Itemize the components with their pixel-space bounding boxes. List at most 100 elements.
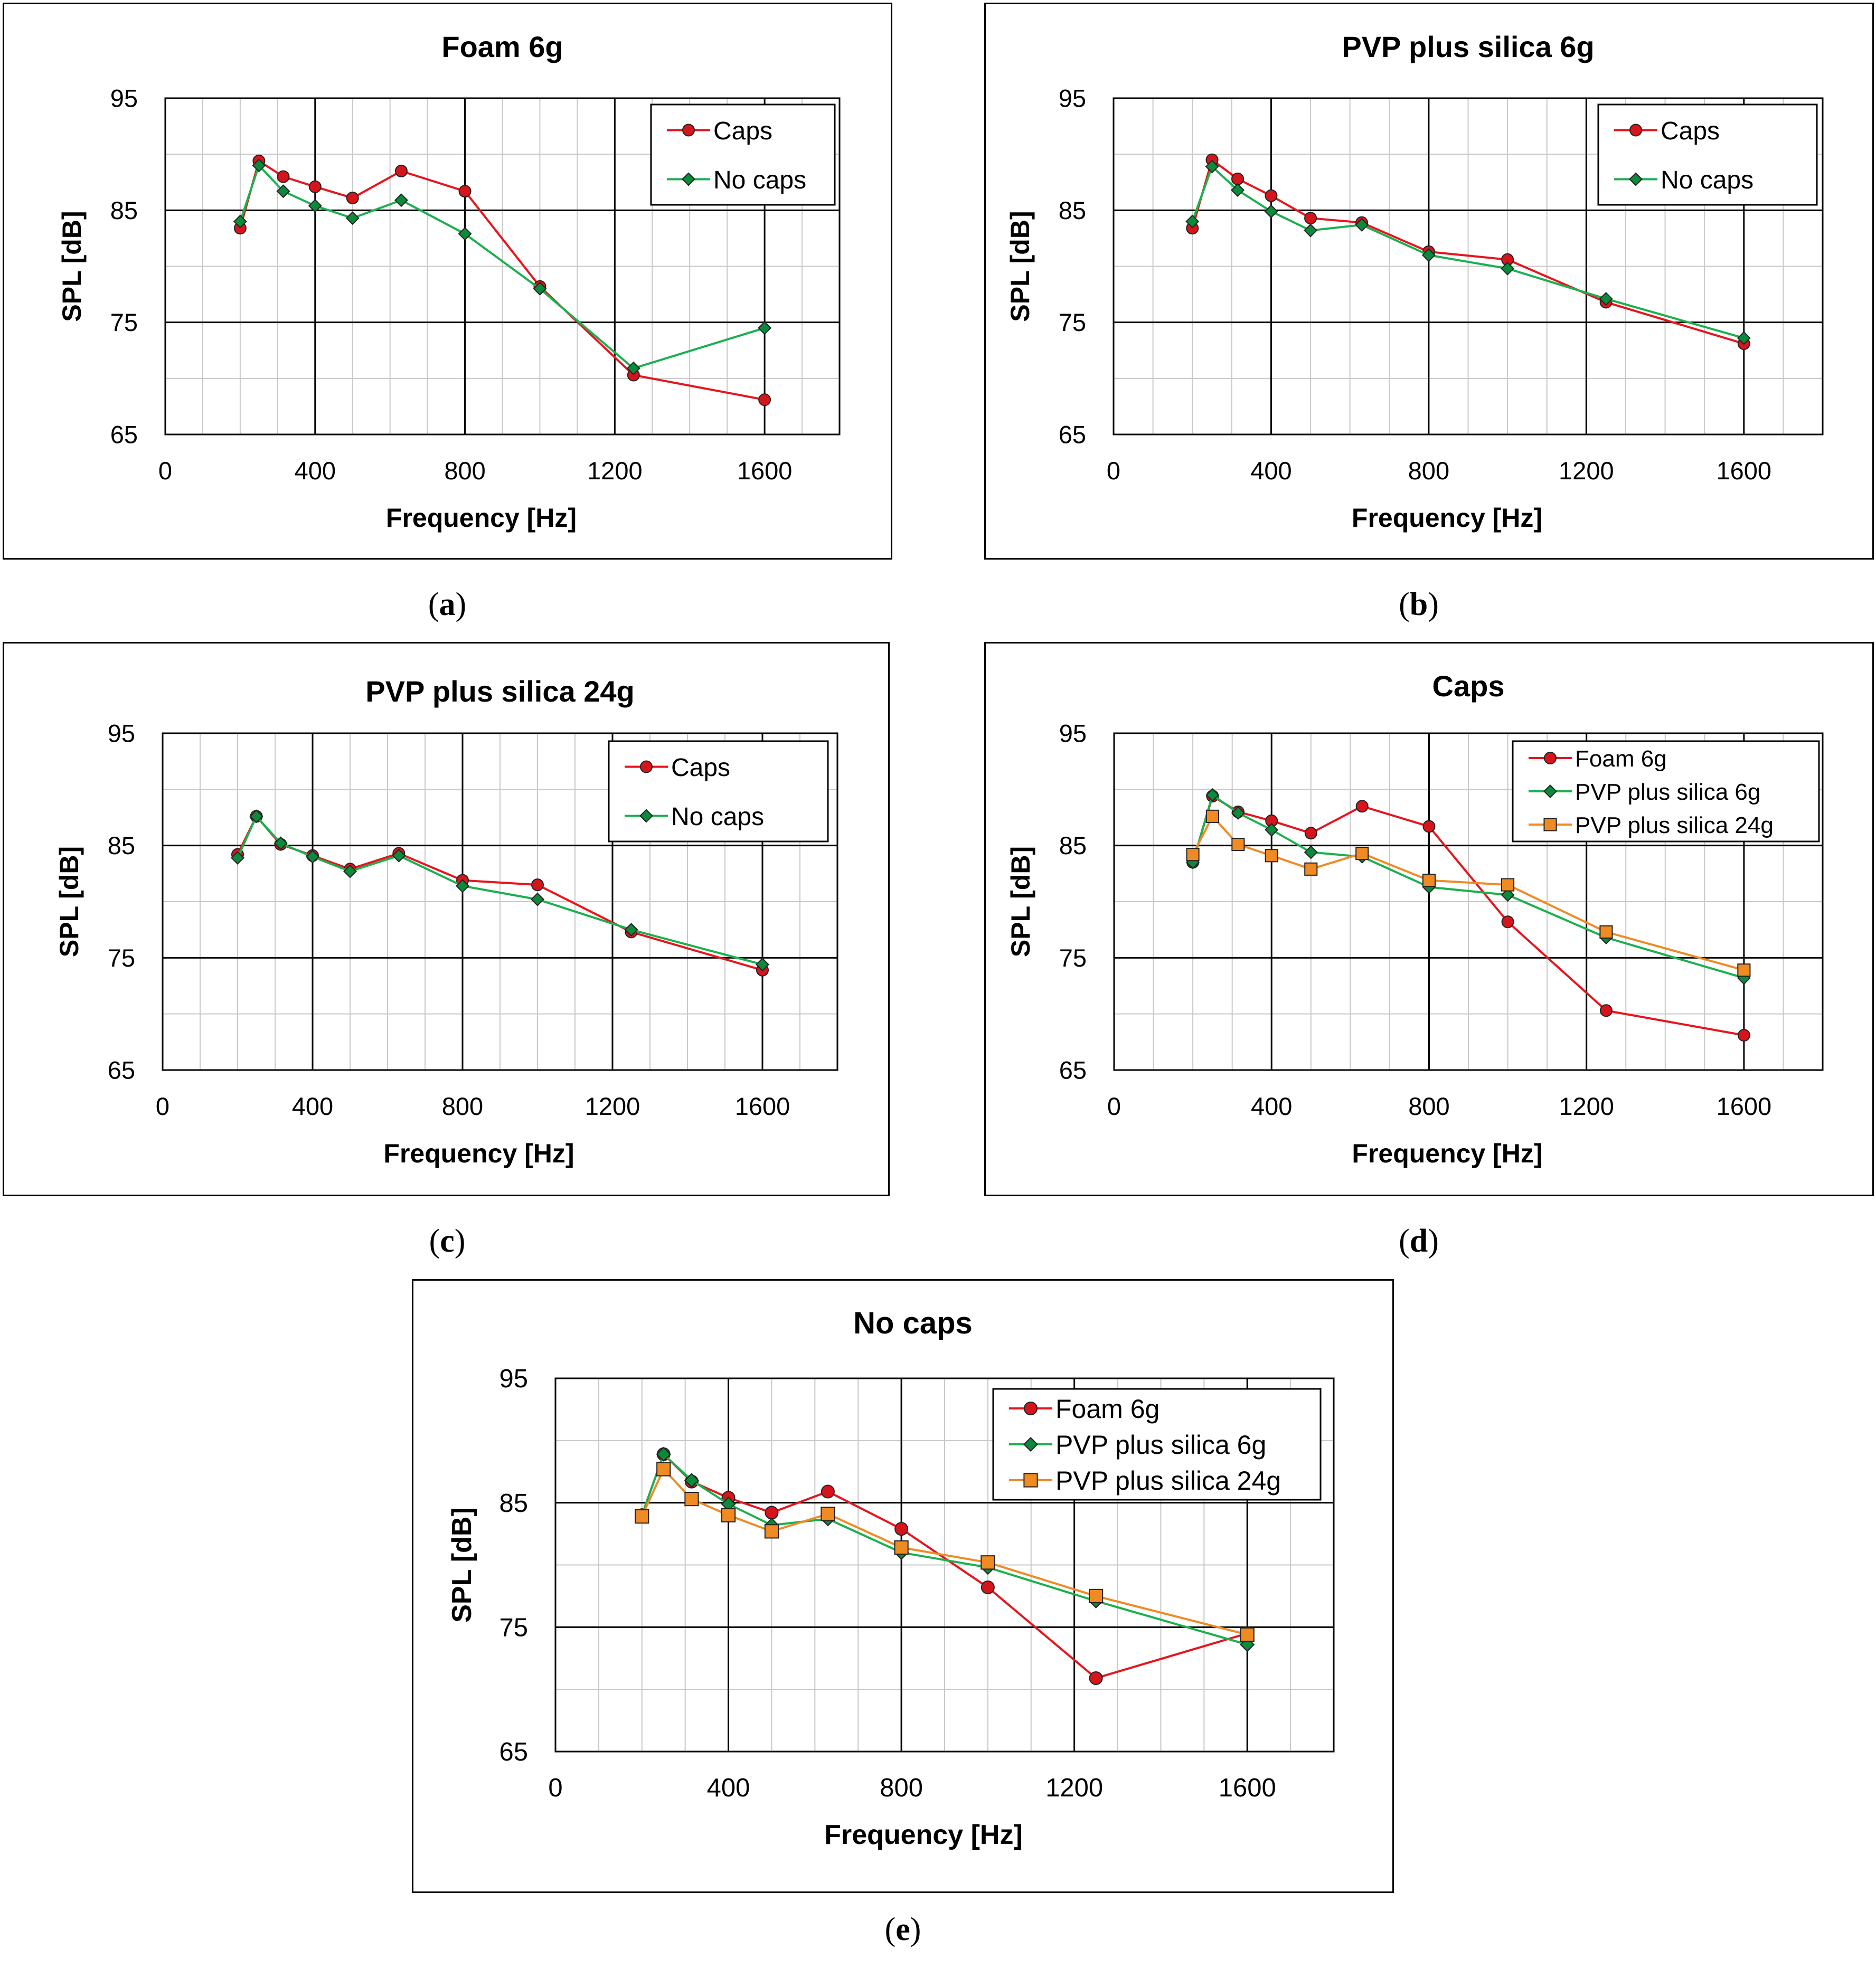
series-pvp-plus-silica-24g [635,1462,1255,1642]
data-point [1304,827,1317,840]
data-point [308,180,322,193]
data-point [656,1462,671,1477]
legend-marker [639,809,653,823]
data-point [1304,212,1317,225]
x-tick-label: 400 [295,457,336,485]
data-point [458,226,472,241]
y-tick-label: 85 [110,196,138,224]
y-tick-label: 65 [1059,1056,1087,1084]
data-point [765,1506,779,1520]
x-tick-label: 0 [156,1092,169,1120]
data-point [1240,1627,1255,1642]
y-tick-label: 75 [110,308,138,336]
data-point [458,185,472,198]
chart-a: Foam 6g 65 75 85 95 0 400 800 1200 1600 Frequency … [57,30,841,533]
data-point [1205,788,1220,802]
data-point [821,1484,835,1499]
x-axis-label: Frequency [Hz] [383,1139,574,1168]
y-axis-label: SPL [dB] [57,211,87,321]
chart-panel-c: PVP plus silica 24g 65 75 85 95 0 400 800 1200 16… [3,642,890,1196]
data-point [274,836,288,850]
caption-e: (e) [884,1912,921,1947]
legend-box [650,103,836,206]
x-axis-label: Frequency [Hz] [1352,503,1542,533]
legend-label: Foam 6g [1575,746,1667,772]
data-point [1737,1029,1750,1042]
data-point [1355,217,1369,232]
chart-panel-a: Foam 6g 65 75 85 95 0 400 800 1200 1600 Frequency … [3,3,892,560]
y-tick-label: 95 [499,1365,528,1393]
data-point [1422,820,1436,833]
series-line [237,815,763,966]
plot-area [164,97,841,436]
data-point [231,851,244,865]
data-point [684,1473,699,1488]
plot-area [162,732,838,1071]
chart-title: No caps [853,1306,973,1340]
y-tick-label: 75 [1059,944,1087,972]
data-point [758,393,771,406]
series-line [640,1468,1248,1636]
y-tick-label: 75 [1059,308,1086,336]
y-axis-label: SPL [dB] [1005,211,1035,321]
data-point [1089,1588,1104,1604]
y-tick-label: 65 [108,1056,135,1084]
data-point [721,1508,736,1522]
legend-label: PVP plus silica 6g [1575,779,1760,805]
series-line [1192,815,1745,971]
legend-marker [1544,752,1557,764]
x-tick-label: 0 [158,457,172,485]
legend-marker [1629,172,1643,186]
data-point [1186,848,1200,862]
chart-panel-b: PVP plus silica 6g 65 75 85 95 0 400 800 1200 160… [984,3,1874,560]
legend-marker [1543,818,1557,831]
legend-marker [1629,124,1642,137]
data-point [233,214,247,229]
data-point [1599,292,1613,306]
series-no-caps [231,809,769,972]
series-line [1192,793,1745,979]
x-tick-label: 800 [444,457,485,485]
x-tick-label: 0 [548,1774,562,1802]
series-line [239,159,765,401]
data-point [1304,223,1318,238]
legend-box [608,740,829,843]
x-axis-label: Frequency [Hz] [1352,1139,1542,1168]
data-point [1205,159,1219,174]
data-point [656,1446,671,1462]
chart-title: PVP plus silica 24g [365,675,634,708]
data-point [1231,806,1245,820]
y-axis-label: SPL [dB] [447,1507,477,1623]
x-tick-label: 1200 [585,1092,640,1120]
data-point [346,191,359,204]
data-point [756,958,769,972]
y-tick-label: 65 [499,1738,528,1766]
legend-label: PVP plus silica 6g [1055,1430,1266,1460]
data-point [345,211,360,225]
y-tick-label: 85 [1059,831,1087,859]
data-point [894,1540,909,1555]
legend-marker [1023,1473,1038,1488]
data-point [1501,261,1515,276]
legend-marker [1023,1436,1039,1452]
series-no-caps [233,158,772,375]
x-tick-label: 800 [1408,1092,1449,1120]
data-point [533,282,547,296]
data-point [249,809,263,824]
data-point [252,158,266,173]
data-point [821,1507,835,1521]
x-tick-label: 0 [1107,1092,1121,1120]
x-tick-label: 1600 [1717,1092,1772,1120]
data-point [1304,862,1318,876]
plot-area [554,1377,1335,1753]
data-point [1501,878,1515,892]
data-point [343,864,357,878]
data-point [626,361,640,375]
x-tick-label: 1200 [1559,457,1614,485]
data-point [764,1524,779,1539]
y-tick-label: 95 [1059,719,1087,747]
data-point [1355,800,1369,813]
y-tick-label: 75 [108,944,135,972]
data-point [635,1509,649,1524]
data-point [1231,183,1245,197]
